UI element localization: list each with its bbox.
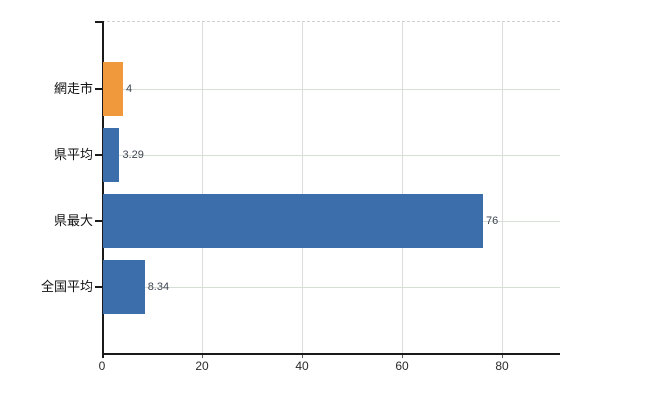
category-label: 県平均 — [53, 147, 93, 162]
x-axis-tick — [202, 354, 203, 358]
x-axis-tick — [402, 354, 403, 358]
gridline-vertical — [502, 21, 503, 353]
bar-2 — [103, 194, 483, 248]
gridline-horizontal — [102, 287, 560, 288]
x-axis-tick-label: 20 — [195, 359, 209, 373]
y-axis-tick — [95, 21, 102, 23]
gridline-vertical — [202, 21, 203, 353]
bar-1 — [103, 128, 120, 182]
plot-area: 4 3.29 76 8.34 — [95, 21, 560, 358]
gridline-vertical — [402, 21, 403, 353]
x-axis-tick-label: 80 — [495, 359, 509, 373]
x-axis-tick-label: 40 — [295, 359, 309, 373]
category-label: 全国平均 — [40, 279, 93, 294]
value-label: 76 — [486, 215, 499, 227]
y-axis-tick — [95, 154, 102, 156]
y-axis-tick — [95, 88, 102, 90]
plot-top-border — [102, 21, 560, 22]
x-axis-tick — [502, 354, 503, 358]
category-label: 網走市 — [53, 81, 93, 96]
x-axis-line — [102, 353, 560, 355]
value-label: 4 — [126, 83, 133, 95]
y-axis-line — [102, 21, 104, 358]
value-label: 8.34 — [147, 281, 170, 293]
gridline-horizontal — [102, 155, 560, 156]
bar-0 — [103, 62, 123, 116]
x-axis-tick — [302, 354, 303, 358]
x-axis-tick-label: 60 — [395, 359, 409, 373]
bar-3 — [103, 260, 145, 314]
value-label: 3.29 — [122, 149, 144, 161]
y-axis-tick — [95, 286, 102, 288]
x-axis-tick-label: 0 — [98, 359, 106, 373]
y-axis-tick — [95, 220, 102, 222]
category-label: 県最大 — [53, 213, 93, 228]
gridline-horizontal — [102, 89, 560, 90]
gridline-vertical — [302, 21, 303, 353]
